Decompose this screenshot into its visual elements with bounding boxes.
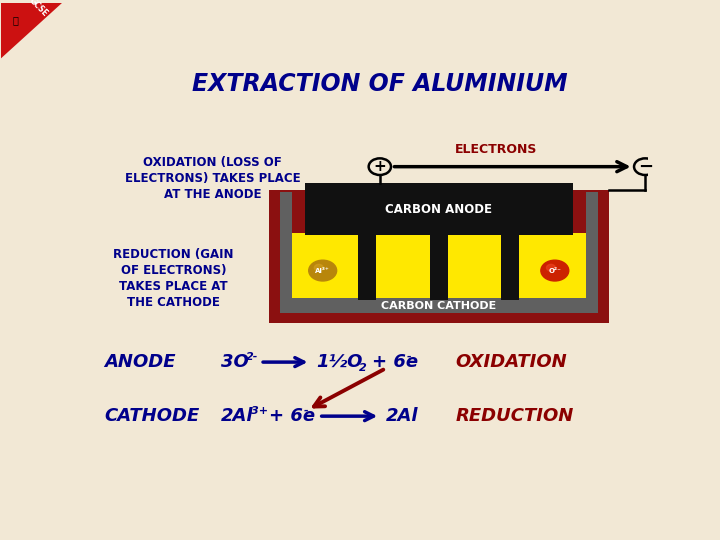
- Text: -: -: [407, 352, 412, 362]
- Text: 1½O: 1½O: [316, 353, 362, 371]
- Text: CARBON CATHODE: CARBON CATHODE: [381, 301, 496, 310]
- Bar: [269, 190, 609, 322]
- Text: 2Al: 2Al: [221, 407, 253, 425]
- Bar: [292, 298, 585, 313]
- Text: REDUCTION (GAIN
OF ELECTRONS)
TAKES PLACE AT
THE CATHODE: REDUCTION (GAIN OF ELECTRONS) TAKES PLAC…: [114, 248, 234, 309]
- Text: CATHODE: CATHODE: [104, 407, 199, 425]
- Bar: [359, 233, 377, 300]
- Text: OXIDATION (LOSS OF
ELECTRONS) TAKES PLACE
AT THE ANODE: OXIDATION (LOSS OF ELECTRONS) TAKES PLAC…: [125, 156, 300, 201]
- Text: 2: 2: [359, 362, 366, 373]
- Text: +: +: [374, 159, 386, 174]
- Polygon shape: [1, 3, 63, 59]
- Text: 🌲: 🌲: [13, 15, 19, 25]
- Text: GCSE: GCSE: [27, 0, 50, 19]
- Text: ELECTRONS: ELECTRONS: [454, 143, 537, 156]
- Text: OXIDATION: OXIDATION: [456, 353, 567, 371]
- Text: EXTRACTION OF ALUMINIUM: EXTRACTION OF ALUMINIUM: [192, 71, 568, 96]
- Bar: [305, 183, 572, 235]
- Circle shape: [541, 260, 569, 281]
- Bar: [430, 233, 448, 300]
- Text: 3+: 3+: [251, 406, 268, 416]
- Text: REDUCTION: REDUCTION: [456, 407, 574, 425]
- Bar: [585, 192, 598, 313]
- Circle shape: [546, 265, 555, 271]
- Text: O²⁻: O²⁻: [549, 268, 562, 274]
- Circle shape: [315, 265, 323, 271]
- Text: Al³⁺: Al³⁺: [315, 268, 330, 274]
- Text: CARBON ANODE: CARBON ANODE: [385, 203, 492, 216]
- Text: 2Al: 2Al: [386, 407, 418, 425]
- Bar: [280, 192, 292, 313]
- Circle shape: [369, 158, 391, 175]
- Text: + 6e: + 6e: [269, 407, 315, 425]
- Text: -: -: [304, 406, 308, 416]
- Text: −: −: [638, 158, 653, 176]
- Text: 3O: 3O: [221, 353, 249, 371]
- Text: + 6e: + 6e: [372, 353, 418, 371]
- Bar: [501, 233, 519, 300]
- Text: ANODE: ANODE: [104, 353, 176, 371]
- Bar: [292, 233, 585, 298]
- Circle shape: [309, 260, 337, 281]
- Text: 2-: 2-: [246, 352, 258, 362]
- Circle shape: [634, 158, 657, 175]
